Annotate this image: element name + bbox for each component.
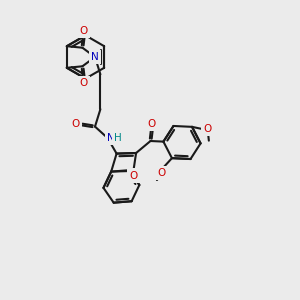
Text: O: O (203, 124, 212, 134)
Text: N: N (107, 133, 115, 143)
Text: O: O (80, 78, 88, 88)
Text: O: O (148, 119, 156, 129)
Text: O: O (80, 26, 88, 36)
Text: O: O (129, 170, 137, 181)
Text: O: O (157, 168, 165, 178)
Text: H: H (114, 133, 122, 143)
Text: N: N (91, 52, 99, 62)
Text: O: O (72, 119, 80, 129)
